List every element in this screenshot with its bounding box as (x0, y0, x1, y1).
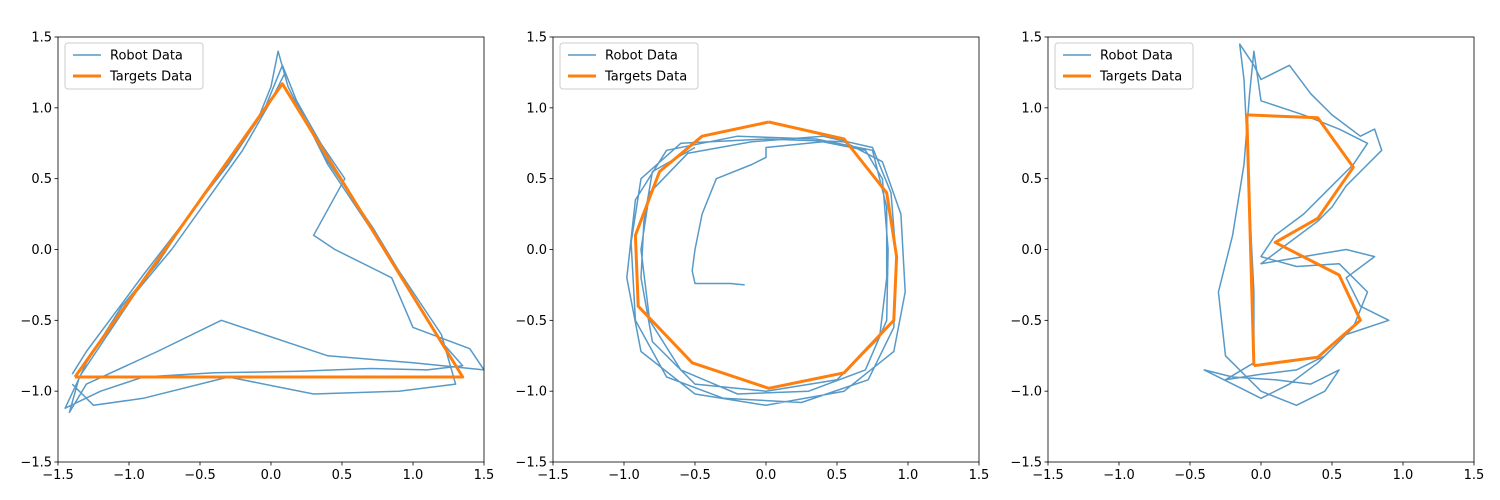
robot-data-line (626, 135, 906, 407)
legend-targets-label: Targets Data (109, 70, 192, 85)
chart-panel-2: −1.5 −1.0 −0.5 0.0 0.5 1.0 1.5 −1.5 −1.0 −0.5 0.0 0… (515, 31, 989, 484)
x-tick-label: −1.5 (1032, 468, 1064, 483)
x-tick-label: 1.0 (1393, 468, 1414, 483)
y-tick-label: 0.0 (31, 243, 52, 258)
targets-data-line (633, 120, 899, 390)
x-tick-label: −0.5 (1174, 468, 1206, 483)
y-tick-label: 0.5 (1021, 172, 1042, 187)
x-tick-label: −1.0 (113, 468, 145, 483)
y-tick-label: 0.5 (526, 172, 547, 187)
x-tick-label: 1.5 (969, 468, 990, 483)
y-tick-label: −0.5 (20, 314, 52, 329)
y-tick-label: 1.0 (31, 101, 52, 116)
targets-data-line (73, 82, 465, 379)
y-tick-label: 1.5 (31, 31, 52, 46)
x-tick-label: 0.5 (332, 468, 353, 483)
x-tick-label: 1.5 (1464, 468, 1485, 483)
y-tick-label: −0.5 (1010, 314, 1042, 329)
x-tick-label: −1.5 (537, 468, 569, 483)
y-tick-label: −1.5 (1010, 456, 1042, 471)
legend-robot-label: Robot Data (605, 49, 678, 64)
y-tick-label: 0.0 (1021, 243, 1042, 258)
x-tick-label: 1.0 (898, 468, 919, 483)
y-tick-label: −0.5 (515, 314, 547, 329)
x-tick-label: −0.5 (184, 468, 216, 483)
legend-targets-label: Targets Data (1099, 70, 1182, 85)
legend: Robot Data Targets Data (1054, 42, 1194, 90)
x-tick-label: 1.0 (403, 468, 424, 483)
y-tick-label: 1.5 (526, 31, 547, 46)
y-tick-label: −1.0 (515, 385, 547, 400)
y-tick-label: −1.0 (1010, 385, 1042, 400)
y-tick-label: 1.5 (1021, 31, 1042, 46)
legend-targets-label: Targets Data (604, 70, 687, 85)
legend-robot-label: Robot Data (1100, 49, 1173, 64)
y-tick-label: −1.5 (20, 456, 52, 471)
legend: Robot Data Targets Data (64, 42, 204, 90)
x-tick-label: −1.5 (42, 468, 74, 483)
x-tick-label: −0.5 (679, 468, 711, 483)
targets-data-line (1245, 113, 1362, 368)
x-tick-label: −1.0 (1103, 468, 1135, 483)
legend-robot-label: Robot Data (110, 49, 183, 64)
x-tick-label: −1.0 (608, 468, 640, 483)
x-tick-label: 0.0 (1251, 468, 1272, 483)
y-tick-label: −1.0 (20, 385, 52, 400)
x-tick-label: 0.0 (756, 468, 777, 483)
plot-area (626, 120, 906, 407)
y-tick-label: 1.0 (1021, 101, 1042, 116)
robot-data-line (1203, 43, 1390, 407)
x-tick-label: 0.5 (827, 468, 848, 483)
y-tick-label: −1.5 (515, 456, 547, 471)
y-tick-label: 0.5 (31, 172, 52, 187)
plot-area (1203, 43, 1390, 407)
plot-area (64, 50, 484, 414)
chart-panel-1: −1.5 −1.0 −0.5 0.0 0.5 1.0 1.5 −1.5 −1.0 −0.5 0.0 0… (20, 31, 494, 484)
legend: Robot Data Targets Data (559, 42, 699, 90)
chart-panel-3: −1.5 −1.0 −0.5 0.0 0.5 1.0 1.5 −1.5 −1.0 −0.5 0.0 0… (1010, 31, 1484, 484)
robot-data-line (64, 50, 484, 414)
y-tick-label: 0.0 (526, 243, 547, 258)
x-tick-label: 0.5 (1322, 468, 1343, 483)
x-tick-label: 1.5 (474, 468, 495, 483)
y-tick-label: 1.0 (526, 101, 547, 116)
x-tick-label: 0.0 (261, 468, 282, 483)
axes-frame (552, 36, 980, 463)
